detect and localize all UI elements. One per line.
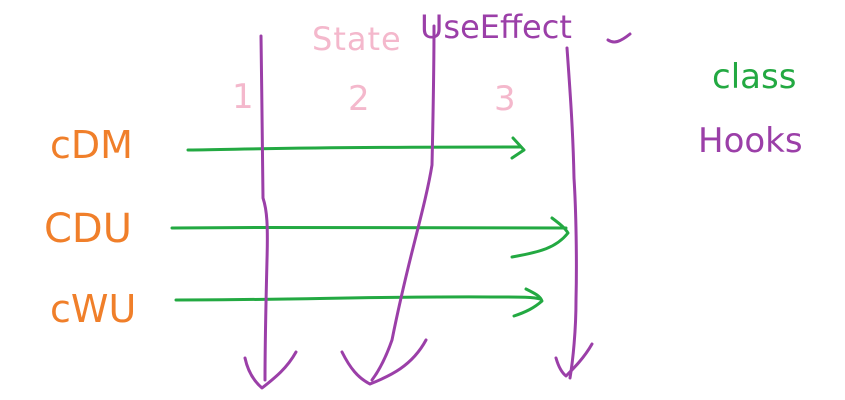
column-1-arrowhead	[243, 350, 298, 390]
column-number-3: 3	[494, 79, 516, 119]
column-2-arrow	[370, 24, 436, 382]
column-1-arrow	[259, 34, 269, 382]
cdu-arrowhead	[510, 216, 570, 259]
column-3-arrow	[565, 46, 578, 380]
cdu-arrow	[170, 225, 568, 230]
cdm-arrow	[186, 145, 522, 152]
column-3-arrowhead	[554, 342, 594, 378]
cwu-arrowhead	[512, 287, 544, 318]
use-effect-label: UseEffect	[420, 8, 572, 46]
class-arrows	[170, 136, 570, 318]
column-number-1: 1	[232, 77, 254, 117]
use-effect-underline	[606, 32, 632, 44]
legend-class-label: class	[712, 57, 796, 97]
state-label: State	[312, 20, 402, 58]
column-2-arrowhead	[340, 338, 428, 386]
cdm-arrowhead	[510, 136, 526, 160]
legend-hooks-label: Hooks	[698, 121, 803, 161]
cwu-arrow	[174, 295, 542, 302]
hooks-arrows	[243, 24, 594, 390]
row-label-cwu: cWU	[50, 287, 136, 331]
row-label-cdm: cDM	[50, 123, 133, 167]
column-number-2: 2	[348, 79, 370, 119]
row-label-cdu: CDU	[44, 206, 132, 252]
